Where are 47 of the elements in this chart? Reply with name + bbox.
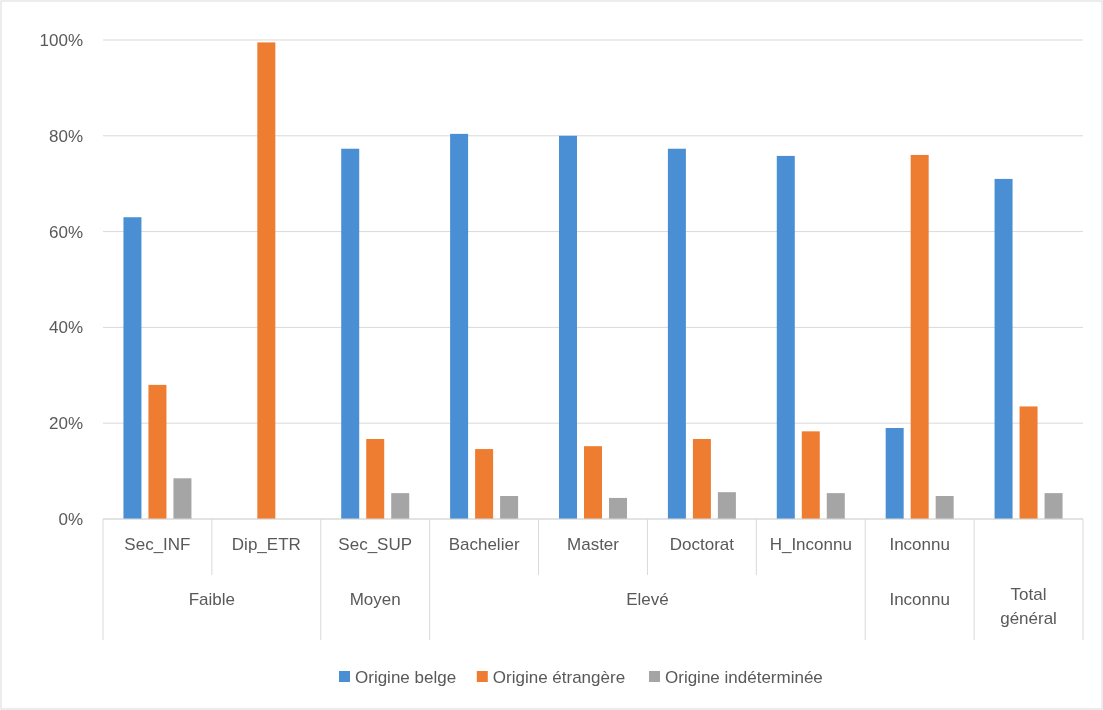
x-tick-label: Doctorat (669, 535, 735, 554)
legend-label: Origine indéterminée (665, 667, 823, 687)
bar (257, 42, 276, 519)
text: Faible (188, 590, 236, 609)
x-tick-label: Dip_ETR (231, 535, 301, 554)
bar (910, 154, 929, 519)
bar (826, 493, 845, 519)
bar (584, 446, 602, 519)
bar (475, 449, 494, 519)
bar (609, 497, 627, 519)
bar (341, 148, 360, 519)
bar (935, 496, 954, 519)
bar (391, 493, 410, 519)
bar (776, 155, 795, 519)
bar (717, 492, 736, 519)
legend-label: Origine étrangère (492, 667, 626, 687)
text: Moyen (349, 590, 401, 609)
bar (173, 478, 192, 519)
x-tick-label: Bachelier (448, 535, 520, 554)
x-tick-label: H_Inconnu (769, 535, 852, 554)
bar (885, 427, 904, 519)
x-tick-label: Inconnu (889, 535, 950, 554)
y-tick-label: 60% (48, 222, 83, 242)
y-tick-label: 0% (58, 509, 83, 529)
y-tick-label: 20% (48, 414, 83, 434)
text: Elevé (626, 590, 669, 609)
y-tick-label: 100% (39, 30, 83, 50)
bar (994, 178, 1013, 519)
bar (366, 439, 385, 519)
text: Inconnu (889, 590, 950, 609)
y-tick-label: 40% (48, 318, 83, 338)
x-tick-label: Master (567, 535, 620, 554)
bar (801, 431, 820, 519)
y-tick-label: 80% (48, 126, 83, 146)
bar (1044, 493, 1063, 519)
x-tick-label: Sec_SUP (338, 535, 413, 554)
bar (1019, 406, 1038, 519)
bar (692, 439, 711, 519)
bar (450, 133, 469, 519)
bar (123, 217, 142, 519)
bar (559, 135, 577, 519)
legend-label: Origine belge (355, 667, 457, 687)
bar (148, 384, 167, 519)
bar (500, 496, 519, 519)
bar (667, 148, 686, 519)
x-tick-label: Sec_INF (124, 535, 191, 554)
text: Total général (1000, 585, 1057, 628)
